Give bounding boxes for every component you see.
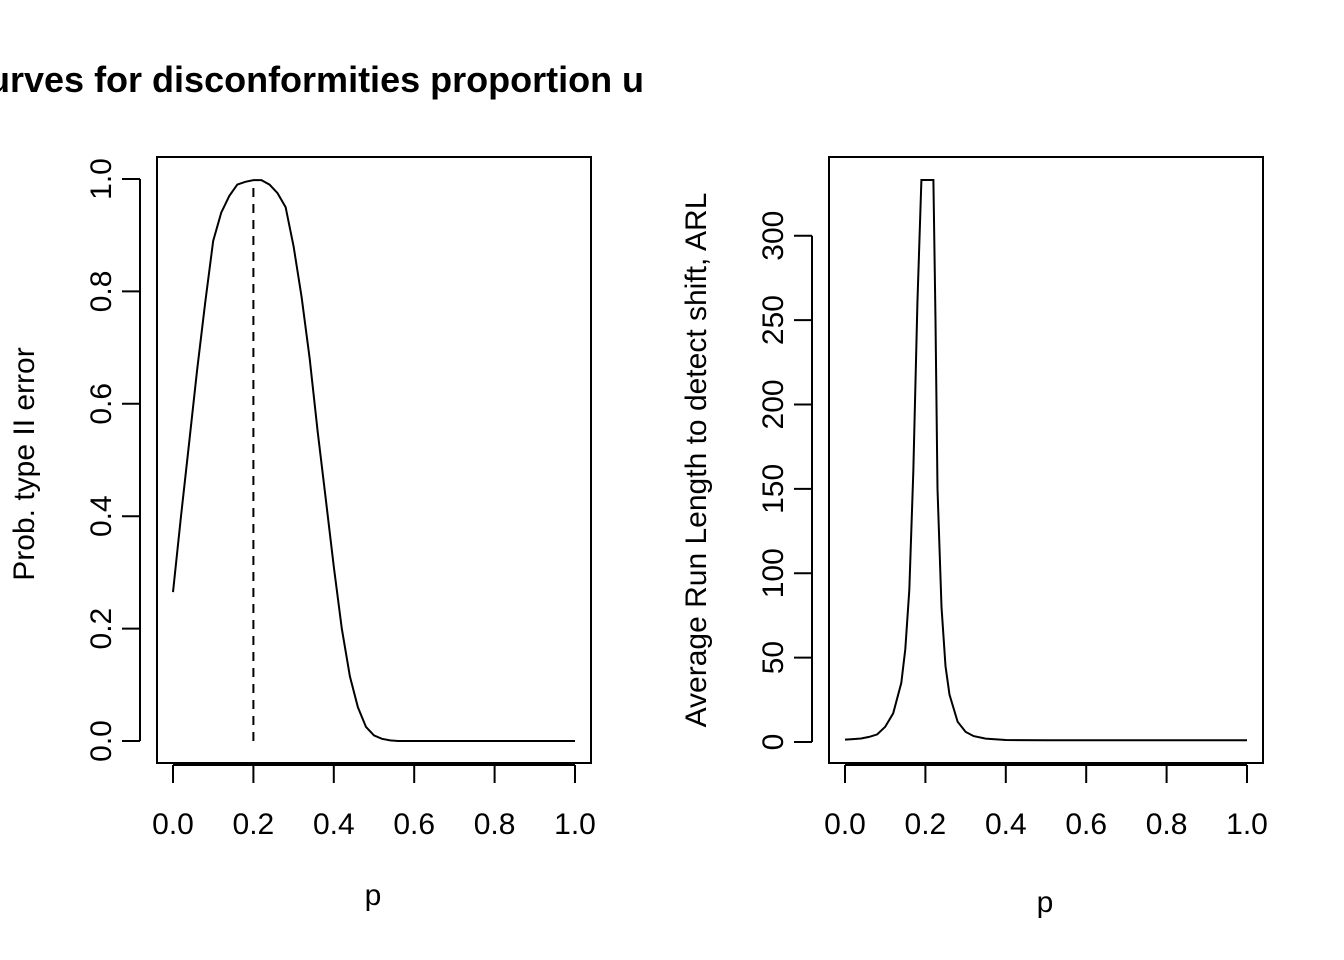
x-tick-label: 0.0	[824, 808, 866, 841]
right-y-axis-label: Average Run Length to detect shift, ARL	[680, 193, 713, 728]
left-plot-lines	[172, 179, 575, 742]
y-tick-label: 300	[757, 211, 790, 261]
left-y-axis: 0.0 0.2 0.4 0.6 0.8 1.0	[85, 158, 141, 762]
x-tick-label: 0.4	[313, 808, 355, 841]
right-plot-box	[828, 156, 1264, 764]
x-tick-label: 0.2	[905, 808, 947, 841]
y-tick-label: 50	[757, 641, 790, 674]
right-x-axis-label: p	[1037, 886, 1054, 919]
x-tick-label: 0.8	[474, 808, 516, 841]
x-tick-label: 1.0	[1226, 808, 1268, 841]
right-x-axis: 0.0 0.2 0.4 0.6 0.8 1.0	[824, 764, 1268, 841]
figure-title: urves for disconformities proportion u	[0, 59, 644, 100]
x-tick-label: 1.0	[554, 808, 596, 841]
y-tick-label: 0.8	[85, 271, 118, 313]
y-tick-label: 200	[757, 379, 790, 429]
left-plot-box	[156, 156, 592, 764]
y-tick-label: 250	[757, 295, 790, 345]
y-tick-label: 0.2	[85, 608, 118, 650]
right-y-axis: 0 50 100 150 200 250 300	[757, 211, 813, 751]
left-x-axis: 0.0 0.2 0.4 0.6 0.8 1.0	[152, 764, 596, 841]
x-tick-label: 0.6	[393, 808, 435, 841]
y-tick-label: 1.0	[85, 158, 118, 200]
left-x-axis-label: p	[365, 879, 382, 912]
left-panel-type-ii-error: 0.0 0.2 0.4 0.6 0.8 1.0 0.00.20.40.60.81.0 p …	[8, 156, 596, 912]
y-tick-label: 150	[757, 464, 790, 514]
y-tick-label: 0.4	[85, 495, 118, 537]
x-tick-label: 0.0	[152, 808, 194, 841]
x-tick-label: 0.6	[1065, 808, 1107, 841]
y-tick-label: 0.6	[85, 383, 118, 425]
right-plot-lines	[844, 179, 1247, 742]
x-tick-label: 0.8	[1146, 808, 1188, 841]
y-tick-label: 0	[757, 734, 790, 751]
y-tick-label: 100	[757, 548, 790, 598]
series-line	[172, 179, 575, 742]
y-tick-label: 0.0	[85, 720, 118, 762]
left-y-axis-label: Prob. type II error	[8, 347, 41, 580]
x-tick-label: 0.4	[985, 808, 1027, 841]
x-tick-label: 0.2	[233, 808, 275, 841]
series-line	[844, 179, 1247, 742]
